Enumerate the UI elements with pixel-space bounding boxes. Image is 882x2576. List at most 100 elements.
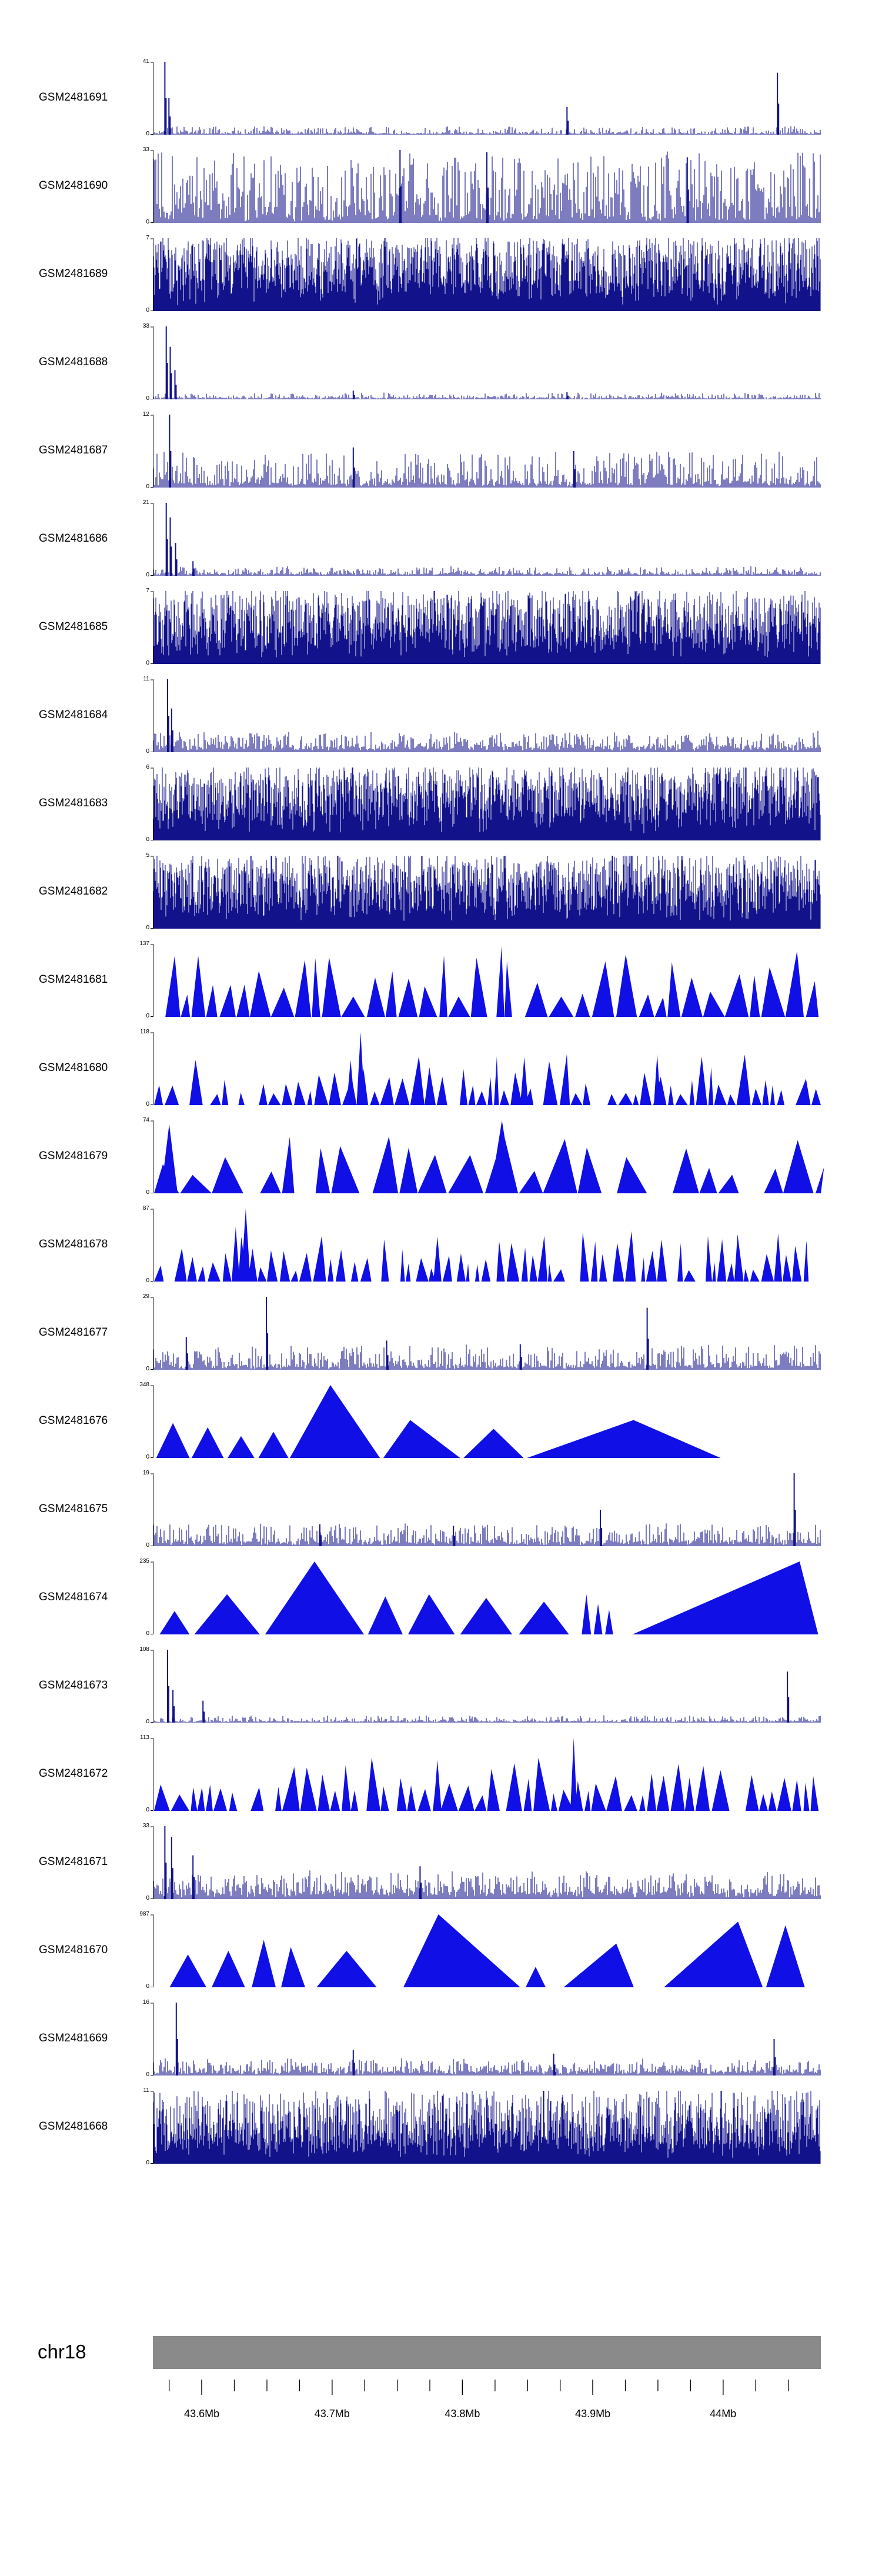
signal-peak-path bbox=[169, 415, 576, 488]
track-plot: 19 0 bbox=[143, 1470, 821, 1549]
signal-path bbox=[169, 1914, 805, 1987]
track-label: GSM2481682 bbox=[39, 885, 108, 897]
signal-path bbox=[153, 768, 821, 840]
track-signal-svg bbox=[151, 1826, 821, 1899]
track-row: GSM2481681 137 0 bbox=[0, 938, 882, 1026]
track-y-axis bbox=[151, 591, 153, 664]
axis-tick-label: 43.8Mb bbox=[445, 2408, 480, 2420]
track-ymax-label: 108 bbox=[139, 1646, 149, 1653]
track-ymin-label: 0 bbox=[146, 395, 149, 402]
track-ymin-label: 0 bbox=[146, 572, 149, 578]
track-plot: 348 0 bbox=[139, 1382, 821, 1460]
track-label: GSM2481679 bbox=[39, 1150, 108, 1162]
track-row: GSM2481684 11 0 bbox=[0, 673, 882, 762]
track-ymax-label: 12 bbox=[142, 411, 149, 418]
track-label: GSM2481675 bbox=[39, 1503, 108, 1515]
signal-peak-path bbox=[175, 2003, 776, 2076]
track-plot: 108 0 bbox=[139, 1647, 821, 1725]
track-ymin-label: 0 bbox=[146, 1630, 149, 1637]
track-row: GSM2481674 235 0 bbox=[0, 1556, 882, 1644]
track-row: GSM2481690 33 0 bbox=[0, 144, 882, 232]
signal-path bbox=[154, 1231, 809, 1282]
track-ymax-label: 118 bbox=[140, 1029, 149, 1035]
track-ymin-label: 0 bbox=[146, 307, 149, 313]
track-plot: 235 0 bbox=[139, 1559, 821, 1637]
track-plot: 7 0 bbox=[146, 235, 821, 313]
track-y-axis bbox=[151, 1826, 153, 1899]
track-ymin-label: 0 bbox=[146, 131, 149, 137]
track-ymax-label: 33 bbox=[142, 146, 149, 153]
track-y-axis bbox=[151, 1032, 153, 1105]
track-label: GSM2481691 bbox=[39, 91, 108, 104]
track-ymax-label: 29 bbox=[142, 1293, 149, 1300]
track-label: GSM2481674 bbox=[39, 1591, 108, 1603]
track-y-axis bbox=[151, 326, 153, 399]
signal-path bbox=[153, 392, 821, 399]
track-plot: 16 0 bbox=[143, 2000, 821, 2078]
track-signal-svg bbox=[151, 1209, 809, 1282]
track-signal-svg bbox=[151, 768, 821, 840]
track-label: GSM2481672 bbox=[39, 1767, 108, 1780]
signal-path bbox=[153, 591, 821, 664]
signal-path bbox=[153, 2091, 821, 2164]
track-y-axis bbox=[151, 856, 153, 929]
track-ymax-label: 5 bbox=[146, 852, 149, 859]
track-plot: 987 0 bbox=[139, 1911, 821, 1990]
signal-path bbox=[433, 1738, 577, 1811]
track-plot: 33 0 bbox=[143, 147, 821, 225]
track-ymax-label: 41 bbox=[142, 58, 149, 65]
signal-path bbox=[159, 1561, 818, 1634]
track-ymin-label: 0 bbox=[146, 660, 149, 666]
track-ymin-label: 0 bbox=[146, 2071, 149, 2078]
track-row: GSM2481691 41 0 bbox=[0, 56, 882, 144]
track-y-axis bbox=[151, 679, 153, 752]
signal-path bbox=[154, 1054, 821, 1105]
signal-peak-path bbox=[399, 150, 689, 223]
track-ymin-label: 0 bbox=[146, 1895, 149, 1901]
signal-path bbox=[153, 1523, 821, 1546]
track-plot: 87 0 bbox=[143, 1206, 821, 1284]
track-y-axis bbox=[151, 415, 153, 488]
track-ymin-label: 0 bbox=[146, 1454, 149, 1460]
track-ymax-label: 7 bbox=[146, 588, 149, 594]
track-y-axis bbox=[151, 238, 153, 311]
track-plot: 33 0 bbox=[143, 1823, 821, 1901]
track-y-axis bbox=[151, 1561, 153, 1634]
track-y-axis bbox=[151, 1738, 153, 1811]
track-label: GSM2481670 bbox=[39, 1944, 108, 1956]
track-y-axis bbox=[151, 1385, 153, 1458]
signal-path bbox=[232, 1209, 783, 1282]
track-ymax-label: 348 bbox=[139, 1382, 149, 1388]
track-plot: 11 0 bbox=[143, 676, 821, 755]
track-ymin-label: 0 bbox=[146, 1983, 149, 1990]
track-row: GSM2481683 6 0 bbox=[0, 762, 882, 850]
track-ymin-label: 0 bbox=[146, 1013, 149, 1019]
signal-path bbox=[153, 1344, 821, 1370]
track-row: GSM2481678 87 0 bbox=[0, 1203, 882, 1291]
track-ymax-label: 113 bbox=[140, 1734, 149, 1741]
track-label: GSM2481669 bbox=[39, 2032, 108, 2044]
track-row: GSM2481668 11 0 bbox=[0, 2085, 882, 2173]
track-y-axis bbox=[151, 1209, 153, 1282]
axis-tick-label: 43.9Mb bbox=[575, 2408, 610, 2420]
axis-minor-ticks bbox=[169, 2380, 789, 2391]
signal-peak-path bbox=[164, 1826, 422, 1899]
track-row: GSM2481677 29 0 bbox=[0, 1291, 882, 1379]
track-ymin-label: 0 bbox=[146, 1277, 149, 1284]
track-label: GSM2481688 bbox=[39, 356, 108, 368]
track-ymax-label: 137 bbox=[139, 940, 149, 947]
track-row: GSM2481679 74 0 bbox=[0, 1115, 882, 1203]
track-ymin-label: 0 bbox=[146, 1189, 149, 1196]
signal-path bbox=[153, 452, 821, 488]
signal-peak-path bbox=[165, 503, 195, 576]
track-ymax-label: 16 bbox=[142, 1999, 149, 2006]
track-ymax-label: 235 bbox=[139, 1558, 149, 1564]
track-plot: 29 0 bbox=[143, 1294, 821, 1372]
track-y-axis bbox=[151, 768, 153, 840]
track-y-axis bbox=[151, 150, 153, 223]
track-signal-svg bbox=[151, 503, 821, 576]
track-plot: 7 0 bbox=[146, 588, 821, 666]
track-row: GSM2481672 113 0 bbox=[0, 1732, 882, 1820]
track-plot: 12 0 bbox=[143, 412, 821, 490]
track-ymin-label: 0 bbox=[146, 836, 149, 843]
